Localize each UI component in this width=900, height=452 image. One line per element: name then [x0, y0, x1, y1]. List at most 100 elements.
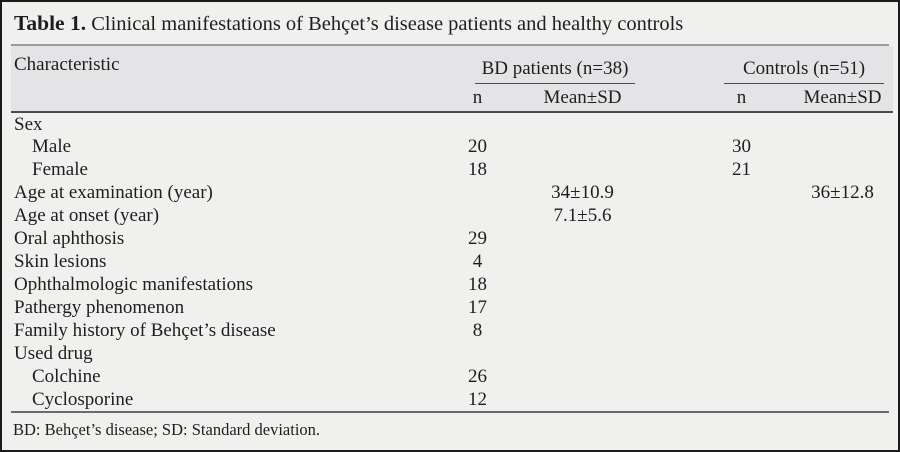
- controls-mean-sd-cell: [768, 388, 893, 411]
- table-row: Age at examination (year) 34±10.9 36±12.…: [11, 181, 893, 204]
- bd-n-cell: [450, 112, 505, 135]
- bd-mean-sd-cell: [505, 135, 660, 158]
- controls-n-cell: [715, 273, 768, 296]
- bd-mean-sd-cell: [505, 158, 660, 181]
- controls-mean-sd-cell: 36±12.8: [811, 182, 874, 203]
- header-row-subcolumns: n Mean±SD n Mean±SD: [11, 84, 893, 113]
- row-label: Used drug: [14, 343, 93, 364]
- bd-n-cell: 26: [468, 366, 487, 387]
- column-header-characteristic: Characteristic: [11, 46, 450, 113]
- bd-patients-group-label: BD patients (n=38): [481, 58, 629, 79]
- controls-n-cell: 21: [732, 159, 751, 180]
- bd-n-cell: 12: [468, 389, 487, 410]
- table-row: Age at onset (year) 7.1±5.6: [11, 204, 893, 227]
- bd-mean-sd-cell: [505, 112, 660, 135]
- table-row: Male 20 30: [11, 135, 893, 158]
- controls-mean-sd-cell: [768, 135, 893, 158]
- bd-n-cell: 18: [468, 159, 487, 180]
- spacer-cell: [660, 296, 715, 319]
- controls-n-cell: [715, 319, 768, 342]
- table-footnote: BD: Behçet’s disease; SD: Standard devia…: [11, 411, 889, 440]
- row-label: Age at onset (year): [14, 205, 160, 226]
- table-title-text: Clinical manifestations of Behçet’s dise…: [86, 13, 684, 35]
- controls-n-cell: 30: [732, 136, 751, 157]
- row-label: Skin lesions: [14, 251, 107, 272]
- controls-mean-sd-cell: [768, 158, 893, 181]
- controls-mean-sd-cell: [768, 319, 893, 342]
- bd-mean-sd-cell: 7.1±5.6: [553, 205, 612, 226]
- bd-mean-sd-cell: 34±10.9: [551, 182, 614, 203]
- controls-n-cell: [715, 296, 768, 319]
- spacer-cell: [660, 250, 715, 273]
- controls-mean-sd-cell: [768, 342, 893, 365]
- table-row: Colchine 26: [11, 365, 893, 388]
- spacer-cell: [660, 46, 715, 113]
- column-group-controls: Controls (n=51): [715, 46, 893, 84]
- spacer-cell: [660, 388, 715, 411]
- spacer-cell: [660, 158, 715, 181]
- bd-mean-sd-cell: [505, 319, 660, 342]
- table-row: Skin lesions 4: [11, 250, 893, 273]
- table-row: Used drug: [11, 342, 893, 365]
- controls-group-label: Controls (n=51): [742, 58, 866, 79]
- controls-n-cell: [715, 181, 768, 204]
- table-row: Oral aphthosis 29: [11, 227, 893, 250]
- controls-n-cell: [715, 365, 768, 388]
- bd-mean-sd-column-header: Mean±SD: [505, 84, 660, 113]
- spacer-cell: [660, 227, 715, 250]
- bd-n-cell: [450, 181, 505, 204]
- controls-mean-sd-column-header: Mean±SD: [768, 84, 893, 113]
- spacer-cell: [660, 112, 715, 135]
- table-row: Female 18 21: [11, 158, 893, 181]
- bd-n-cell: 4: [472, 251, 483, 272]
- bd-n-cell: 20: [468, 136, 487, 157]
- bd-mean-sd-cell: [505, 342, 660, 365]
- table-row: Cyclosporine 12: [11, 388, 893, 411]
- controls-mean-sd-cell: [768, 365, 893, 388]
- bd-mean-sd-cell: [505, 227, 660, 250]
- row-label: Family history of Behçet’s disease: [14, 320, 276, 341]
- bd-patients-group-underline: [475, 83, 635, 84]
- controls-mean-sd-cell: [768, 273, 893, 296]
- controls-mean-sd-cell: [768, 296, 893, 319]
- controls-n-cell: [715, 227, 768, 250]
- bd-n-cell: [450, 204, 505, 227]
- controls-mean-sd-cell: [768, 250, 893, 273]
- spacer-cell: [660, 365, 715, 388]
- table-number-label: Table 1.: [14, 11, 87, 35]
- spacer-cell: [660, 342, 715, 365]
- spacer-cell: [660, 319, 715, 342]
- row-label: Cyclosporine: [32, 389, 134, 410]
- bd-mean-sd-cell: [505, 250, 660, 273]
- bd-mean-sd-cell: [505, 296, 660, 319]
- table-row: Ophthalmologic manifestations 18: [11, 273, 893, 296]
- row-label: Age at examination (year): [14, 182, 213, 203]
- bd-mean-sd-cell: [505, 388, 660, 411]
- spacer-cell: [660, 181, 715, 204]
- table-row: Family history of Behçet’s disease 8: [11, 319, 893, 342]
- row-label: Male: [32, 136, 72, 157]
- controls-n-cell: [715, 250, 768, 273]
- bd-mean-sd-cell: [505, 365, 660, 388]
- row-label: Colchine: [32, 366, 101, 387]
- table-row: Pathergy phenomenon 17: [11, 296, 893, 319]
- spacer-cell: [660, 204, 715, 227]
- header-row-groups: Characteristic BD patients (n=38) Contro…: [11, 46, 893, 113]
- bd-n-cell: [450, 342, 505, 365]
- controls-mean-sd-cell: [768, 112, 893, 135]
- clinical-manifestations-table: Characteristic BD patients (n=38) Contro…: [11, 46, 893, 411]
- bd-n-column-header: n: [450, 84, 505, 113]
- table-title: Table 1. Clinical manifestations of Behç…: [11, 2, 889, 46]
- row-label: Female: [32, 159, 88, 180]
- column-group-bd-patients: BD patients (n=38): [450, 46, 660, 84]
- controls-n-cell: [715, 204, 768, 227]
- controls-group-underline: [724, 83, 884, 84]
- row-label: Sex: [14, 113, 43, 135]
- bd-n-cell: 8: [472, 320, 483, 341]
- table-body: Sex Male 20 30 Female: [11, 112, 893, 411]
- bd-n-cell: 29: [468, 228, 487, 249]
- controls-n-column-header: n: [715, 84, 768, 113]
- bd-n-cell: 17: [468, 297, 487, 318]
- controls-n-cell: [715, 342, 768, 365]
